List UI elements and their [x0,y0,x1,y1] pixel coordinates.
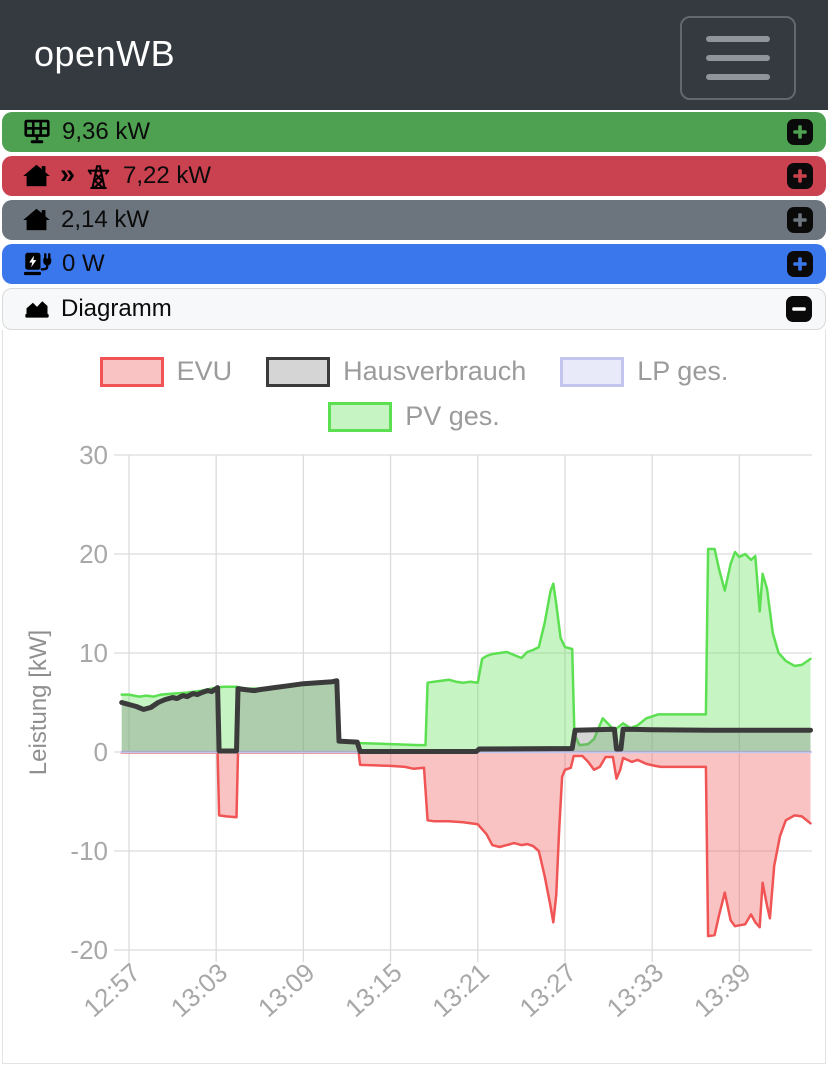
svg-text:0: 0 [94,737,108,767]
lp-ges-legend-swatch [560,356,625,387]
chart-legend: EVU Hausverbrauch LP ges. PV ges. [0,356,828,432]
house-expand-button[interactable] [787,207,813,233]
svg-text:13:27: 13:27 [514,957,582,1023]
app-header: openWB [0,0,828,110]
svg-text:13:21: 13:21 [426,957,494,1023]
house-icon [23,208,50,230]
pv-ges-legend-swatch [328,401,393,432]
power-tower-icon [87,164,110,189]
legend-item-hausverbrauch[interactable]: Hausverbrauch [266,356,526,387]
legend-item-pv-ges[interactable]: PV ges. [328,401,500,432]
svg-text:10: 10 [79,638,108,668]
svg-text:13:39: 13:39 [688,957,756,1023]
chart-area-icon [25,301,49,318]
svg-text:13:33: 13:33 [601,957,669,1023]
svg-text:13:09: 13:09 [252,957,320,1023]
legend-item-evu[interactable]: EVU [99,356,232,387]
chargepoint-status-bar[interactable]: 0 W [2,244,826,284]
pv-power-value: 9,36 kW [62,118,151,145]
svg-text:13:15: 13:15 [339,957,407,1023]
charging-station-icon [24,252,52,276]
grid-expand-button[interactable] [787,163,813,189]
plus-icon [793,169,807,183]
svg-text:-20: -20 [70,935,108,965]
svg-text:20: 20 [79,539,108,569]
evu-legend-swatch [99,356,164,387]
svg-text:-10: -10 [70,836,108,866]
house-icon [23,164,50,186]
legend-item-lp-ges[interactable]: LP ges. [560,356,728,387]
hamburger-icon [706,36,770,42]
double-chevron-icon: » [60,159,76,189]
svg-text:Leistung [kW]: Leistung [kW] [25,630,52,775]
diagram-collapse-button[interactable] [786,296,812,322]
house-power-value: 2,14 kW [61,206,150,233]
solar-panel-icon [24,119,50,144]
pv-expand-button[interactable] [787,119,813,145]
chargepoint-power-value: 0 W [62,250,105,277]
diagram-title: Diagramm [61,295,172,322]
house-status-bar[interactable]: 2,14 kW [2,200,826,240]
grid-power-value: 7,22 kW [123,162,212,189]
chargepoint-expand-button[interactable] [787,251,813,277]
pv-status-bar[interactable]: 9,36 kW [2,112,826,152]
plus-icon [793,213,807,227]
grid-status-bar[interactable]: » 7,22 kW [2,156,826,196]
plus-icon [793,125,807,139]
svg-text:30: 30 [79,440,108,470]
diagram-header-bar[interactable]: Diagramm [2,288,826,330]
plus-icon [793,257,807,271]
svg-text:13:03: 13:03 [165,957,233,1023]
app-title: openWB [34,33,176,74]
hausverbrauch-legend-swatch [266,356,331,387]
minus-icon [792,307,806,311]
hamburger-menu-button[interactable] [680,16,796,100]
svg-text:12:57: 12:57 [78,957,146,1023]
